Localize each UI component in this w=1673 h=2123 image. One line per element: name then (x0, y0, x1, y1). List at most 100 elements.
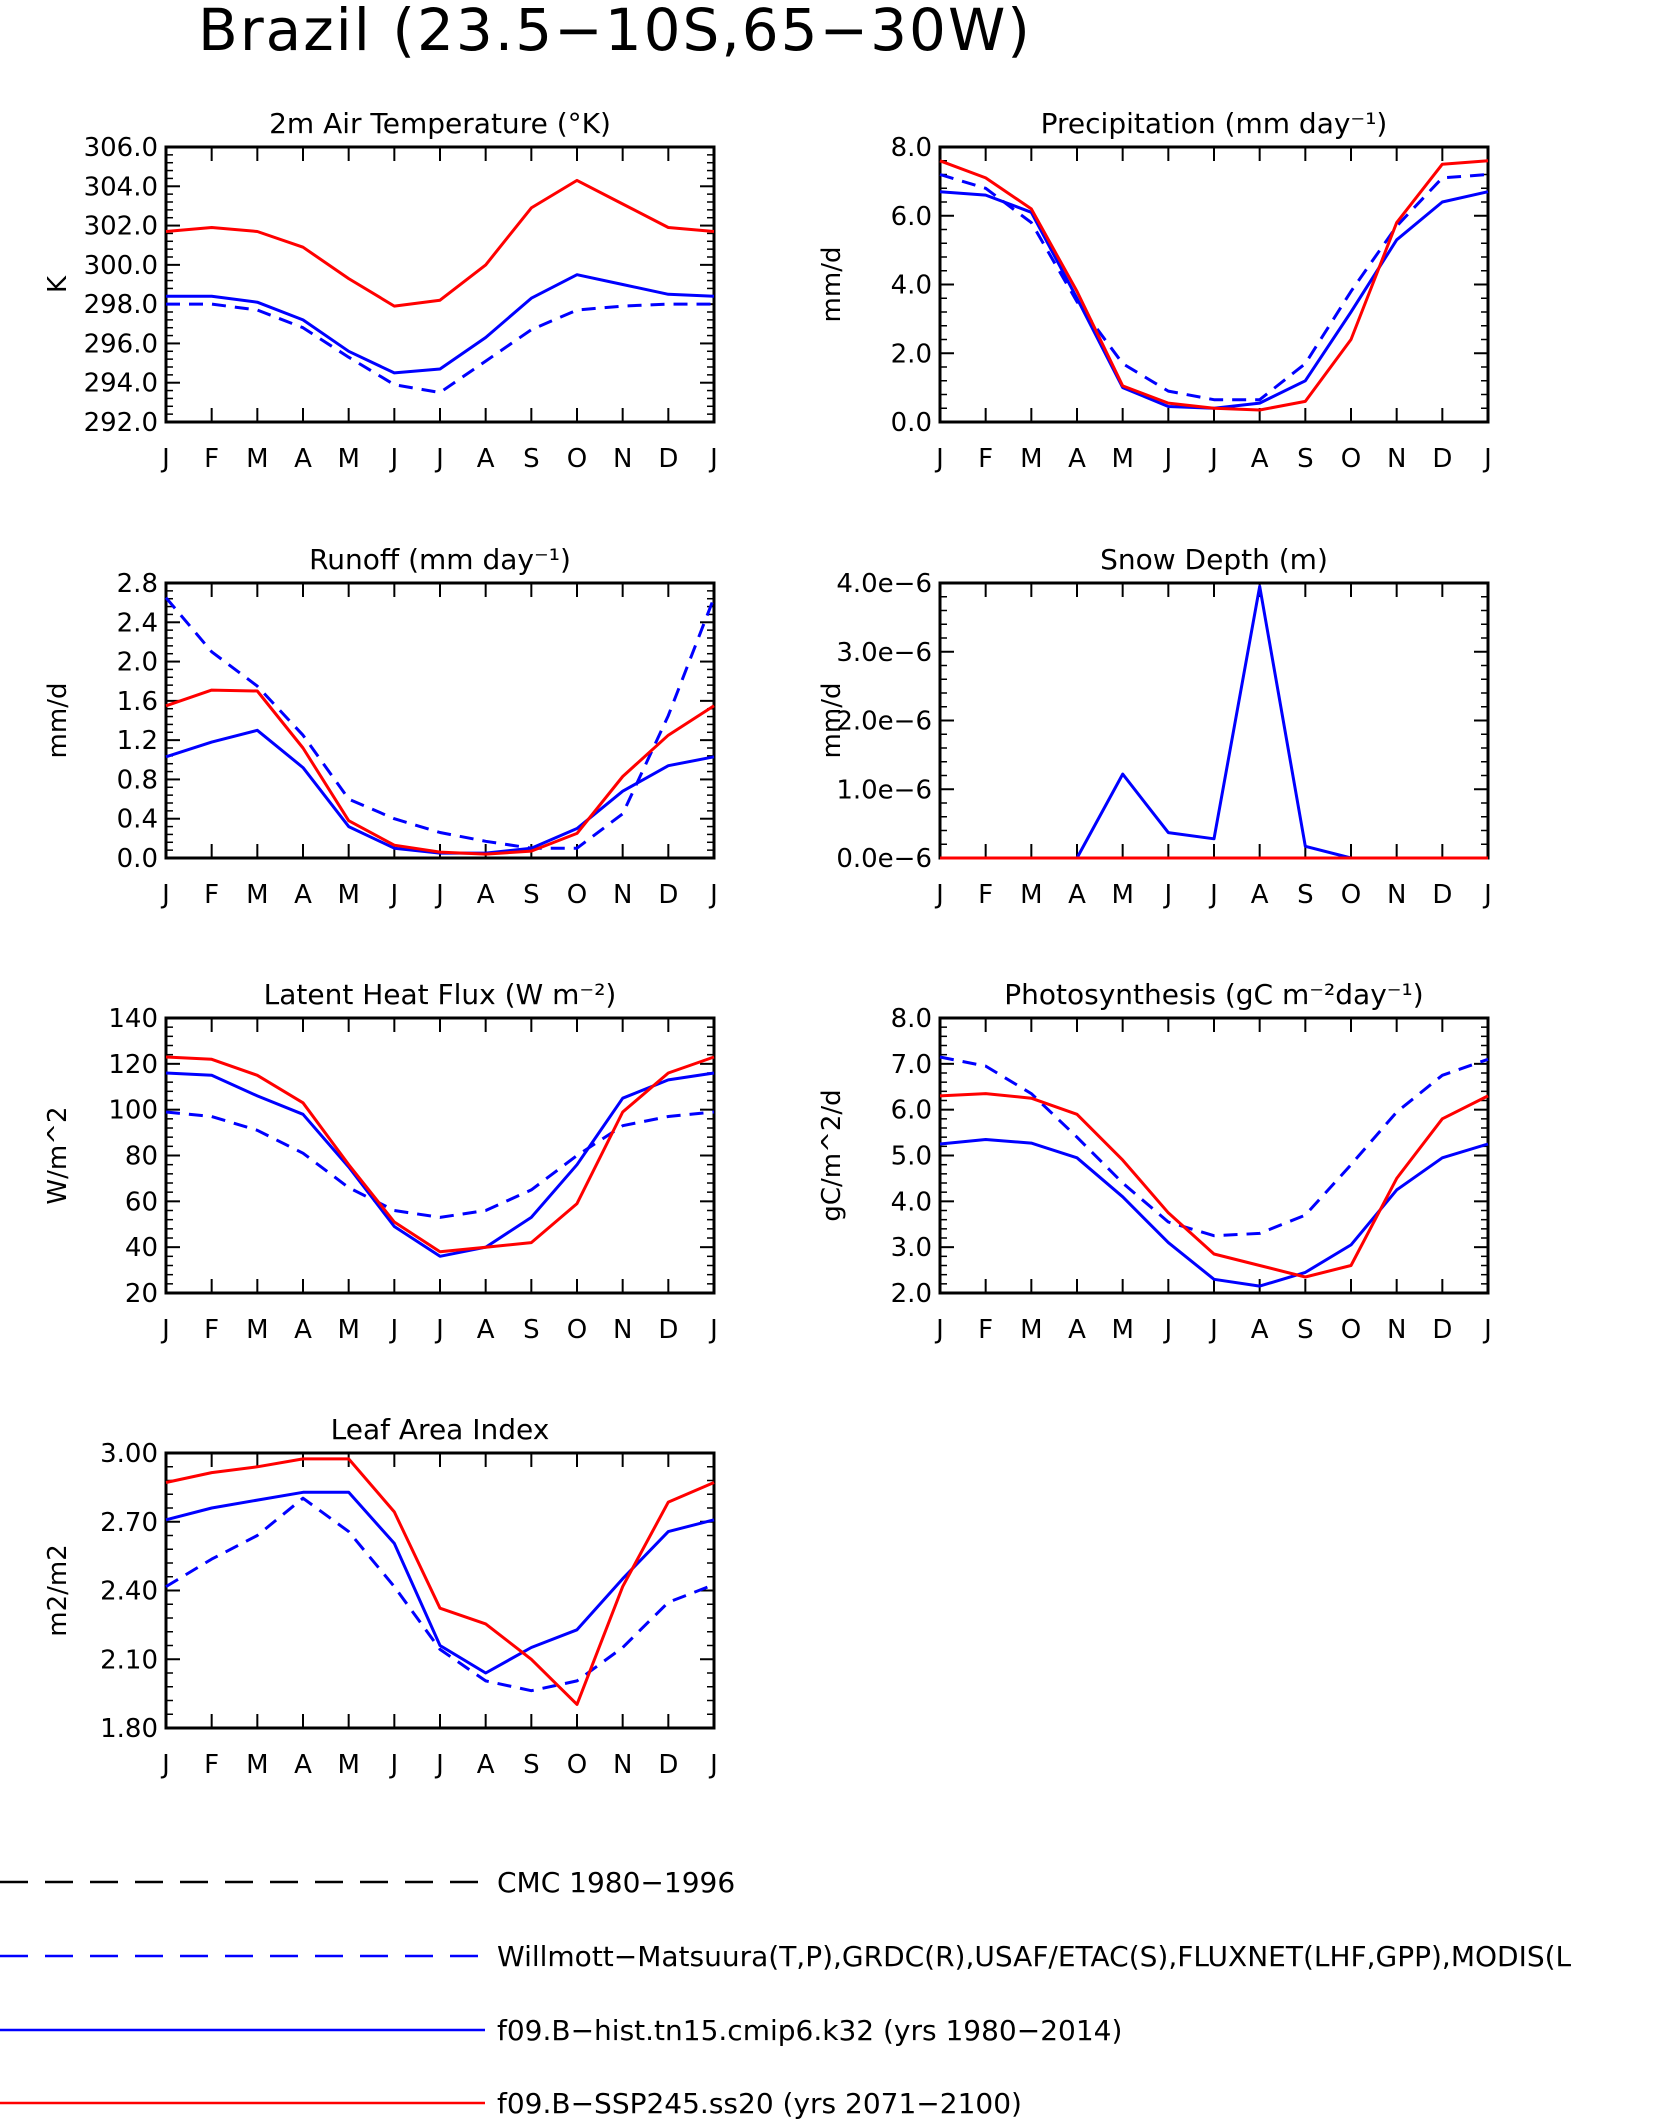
x-tick-label: A (477, 880, 495, 910)
y-tick-label: 2.0 (891, 339, 932, 369)
x-tick-label: N (1387, 1315, 1406, 1345)
y-tick-label: 5.0 (891, 1142, 932, 1172)
x-tick-label: S (1297, 880, 1314, 910)
x-tick-label: M (246, 880, 268, 910)
y-axis-label: W/m^2 (43, 1106, 73, 1204)
y-tick-label: 1.80 (100, 1714, 158, 1744)
x-tick-label: S (523, 1750, 540, 1780)
y-tick-label: 292.0 (84, 408, 158, 438)
x-tick-label: J (708, 1315, 718, 1345)
x-tick-label: M (337, 1750, 359, 1780)
x-tick-label: J (388, 1315, 398, 1345)
x-tick-label: A (477, 1315, 495, 1345)
x-tick-label: A (1068, 1315, 1086, 1345)
x-tick-label: M (1020, 444, 1042, 474)
x-tick-label: J (934, 1315, 944, 1345)
x-tick-label: M (246, 444, 268, 474)
legend: CMC 1980−1996 Willmott−Matsuura(T,P),GRDC… (0, 1866, 1572, 2120)
x-tick-label: O (567, 444, 587, 474)
x-tick-label: D (1432, 444, 1452, 474)
x-tick-label: A (1251, 880, 1269, 910)
y-tick-label: 40 (125, 1233, 158, 1263)
y-tick-label: 0.0 (117, 844, 158, 874)
plot-frame (164, 1451, 716, 1730)
y-tick-label: 2.70 (100, 1508, 158, 1538)
x-tick-label: F (204, 1315, 219, 1345)
y-tick-label: 1.6 (117, 687, 158, 717)
y-tick-label: 302.0 (84, 212, 158, 242)
y-tick-label: 3.0e−6 (836, 638, 932, 668)
y-tick-label: 2.0 (117, 648, 158, 678)
x-tick-label: F (204, 1750, 219, 1780)
x-tick-label: S (1297, 444, 1314, 474)
y-tick-label: 0.0 (891, 408, 932, 438)
legend-label: f09.B−hist.tn15.cmip6.k32 (yrs 1980−2014… (497, 2014, 1122, 2047)
x-tick-label: N (1387, 444, 1406, 474)
legend-item: CMC 1980−1996 (0, 1866, 735, 1899)
x-tick-label: F (204, 880, 219, 910)
panel-2: Precipitation (mm day⁻¹)J F M A M J J A S O N D J0.0… (817, 107, 1492, 474)
legend-label: Willmott−Matsuura(T,P),GRDC(R),USAF/ETAC… (497, 1940, 1572, 1973)
x-tick-label: M (1020, 880, 1042, 910)
x-tick-label: S (523, 1315, 540, 1345)
panel-title: Photosynthesis (gC m⁻²day⁻¹) (1004, 978, 1423, 1011)
series-line-solid-0000ff (165, 1071, 715, 1258)
y-tick-label: 2.8 (117, 569, 158, 599)
x-tick-label: M (337, 444, 359, 474)
series-line-solid-0000ff (939, 1138, 1489, 1288)
panel-title: Latent Heat Flux (W m⁻²) (264, 978, 617, 1011)
series-line-solid-ff0000 (939, 1092, 1489, 1279)
x-tick-label: N (613, 1315, 632, 1345)
x-tick-label: A (294, 1315, 312, 1345)
x-tick-label: M (1111, 880, 1133, 910)
x-tick-label: D (658, 1750, 678, 1780)
x-tick-label: J (1162, 880, 1172, 910)
x-tick-label: N (613, 1750, 632, 1780)
series-line-solid-ff0000 (939, 159, 1489, 412)
x-tick-label: J (1208, 444, 1218, 474)
x-tick-label: J (160, 1750, 170, 1780)
panel-title: Runoff (mm day⁻¹) (309, 543, 571, 576)
x-tick-label: N (1387, 880, 1406, 910)
x-tick-label: M (246, 1315, 268, 1345)
x-tick-label: A (1068, 444, 1086, 474)
x-tick-label: J (388, 880, 398, 910)
x-tick-label: J (434, 444, 444, 474)
series-line-solid-0000ff (165, 1490, 715, 1675)
y-axis-label: mm/d (817, 247, 847, 323)
x-tick-label: J (1162, 1315, 1172, 1345)
y-axis-label: mm/d (43, 683, 73, 759)
plot-frame (938, 581, 1490, 860)
x-tick-label: J (934, 880, 944, 910)
plot-frame (164, 581, 716, 860)
y-tick-label: 7.0 (891, 1050, 932, 1080)
series-line-dashed-0000ff (165, 1110, 715, 1219)
panel-4: Snow Depth (m)J F M A M J J A S O N D J0.0e−61.0e−62… (817, 543, 1492, 910)
y-tick-label: 0.4 (117, 805, 158, 835)
y-tick-label: 6.0 (891, 1096, 932, 1126)
x-tick-label: M (337, 880, 359, 910)
panel-title: Snow Depth (m) (1100, 543, 1328, 576)
y-tick-label: 296.0 (84, 329, 158, 359)
y-tick-label: 2.4 (117, 608, 158, 638)
x-tick-label: J (1208, 880, 1218, 910)
x-tick-label: J (934, 444, 944, 474)
panel-title: 2m Air Temperature (°K) (269, 107, 611, 140)
panel-3: Runoff (mm day⁻¹)J F M A M J J A S O N D J0.00.40.81… (43, 543, 718, 910)
x-tick-label: N (613, 880, 632, 910)
x-tick-label: S (523, 444, 540, 474)
plot-frame (938, 1016, 1490, 1295)
panel-6: Photosynthesis (gC m⁻²day⁻¹)J F M A M J J A S O N D… (817, 978, 1492, 1345)
x-tick-label: A (477, 444, 495, 474)
y-tick-label: 100 (108, 1096, 158, 1126)
x-tick-label: M (1111, 1315, 1133, 1345)
y-tick-label: 20 (125, 1279, 158, 1309)
x-tick-label: A (477, 1750, 495, 1780)
x-tick-label: D (658, 880, 678, 910)
legend-item: f09.B−SSP245.ss20 (yrs 2071−2100) (0, 2087, 1022, 2120)
x-tick-label: D (1432, 1315, 1452, 1345)
y-tick-label: 3.00 (100, 1439, 158, 1469)
x-tick-label: F (978, 880, 993, 910)
panel-5: Latent Heat Flux (W m⁻²)J F M A M J J A S O N D J204… (43, 978, 718, 1345)
